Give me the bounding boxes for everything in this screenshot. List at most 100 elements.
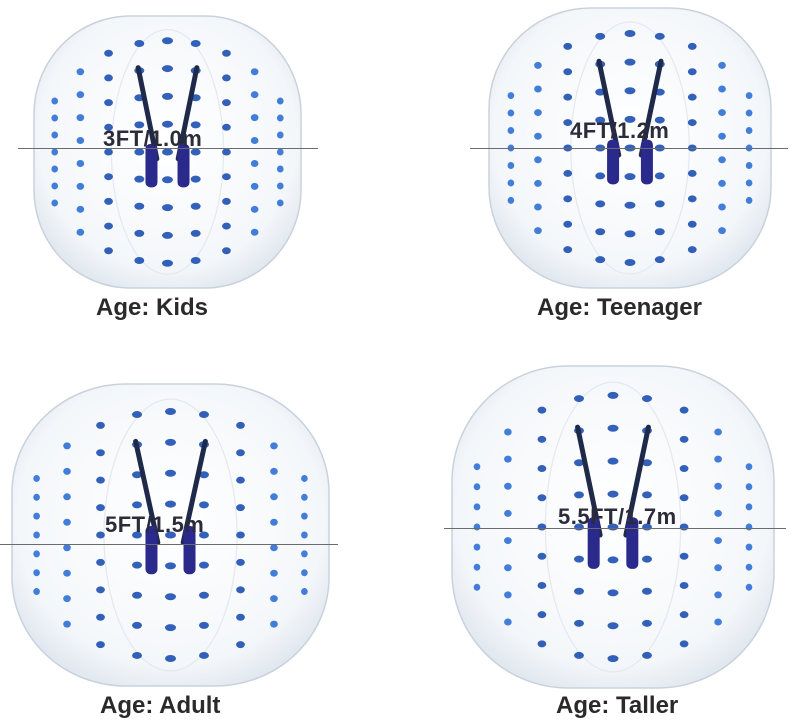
blue-dot (63, 595, 71, 603)
blue-dot (134, 40, 145, 48)
blue-dot (563, 195, 573, 203)
blue-dot (162, 148, 173, 156)
blue-dot (190, 148, 201, 156)
blue-dot (165, 531, 176, 539)
blue-dot (473, 583, 481, 591)
blue-dot (642, 587, 652, 595)
blue-dot (276, 182, 284, 190)
blue-dot (276, 199, 284, 207)
blue-dot (745, 109, 753, 117)
blue-dot (134, 229, 145, 237)
blue-dot (607, 457, 619, 465)
blue-dot (624, 258, 636, 266)
blue-dot (222, 197, 231, 205)
blue-dot (270, 467, 278, 475)
blue-dot (745, 127, 753, 135)
blue-dot (165, 624, 176, 632)
blue-dot (132, 531, 142, 539)
blue-dot (745, 503, 753, 511)
blue-dot (679, 406, 689, 414)
blue-dot (222, 247, 231, 255)
blue-dot (507, 179, 515, 187)
blue-dot (624, 201, 636, 209)
blue-dot (96, 641, 105, 649)
blue-dot (162, 120, 173, 128)
blue-dot (714, 537, 722, 545)
blue-dot (534, 179, 542, 187)
bubble-ball-image (451, 365, 775, 689)
blue-dot (96, 504, 105, 512)
blue-dot (222, 173, 231, 181)
blue-dot (51, 165, 59, 173)
blue-dot (679, 494, 689, 502)
blue-dot (199, 651, 209, 659)
blue-dot (33, 531, 40, 539)
blue-dot (563, 246, 573, 254)
blue-dot (507, 196, 515, 204)
blue-dot (595, 200, 606, 208)
blue-dot (162, 176, 173, 184)
blue-dot (199, 621, 209, 629)
blue-dot (96, 558, 105, 566)
blue-dot (276, 148, 284, 156)
blue-dot (745, 523, 753, 531)
blue-dot (134, 175, 145, 183)
blue-dot (250, 68, 259, 76)
shoulder-strap (180, 438, 208, 546)
blue-dot (679, 640, 689, 648)
blue-dot (654, 32, 665, 40)
blue-dot (76, 159, 85, 167)
blue-dot (96, 476, 105, 484)
blue-dot (504, 428, 512, 436)
blue-dot (537, 494, 547, 502)
blue-dot (132, 651, 142, 659)
blue-dot (134, 202, 145, 210)
blue-dot (714, 618, 722, 626)
blue-dot (574, 555, 584, 563)
blue-dot (687, 68, 697, 76)
blue-dot (162, 65, 173, 73)
blue-dot (190, 175, 201, 183)
blue-dot (654, 228, 665, 236)
blue-dot (104, 173, 113, 181)
diameter-measure-line (0, 544, 338, 545)
blue-dot (236, 476, 245, 484)
blue-dot (718, 132, 726, 140)
blue-dot (250, 114, 259, 122)
blue-dot (745, 161, 753, 169)
blue-dot (534, 156, 542, 164)
blue-dot (718, 227, 726, 235)
blue-dot (63, 442, 71, 450)
blue-dot (162, 37, 173, 45)
blue-dot (301, 474, 308, 482)
shoulder-strap (575, 424, 603, 538)
blue-dot (745, 543, 753, 551)
blue-dot (679, 435, 689, 443)
blue-dot (132, 471, 142, 479)
blue-dot (504, 455, 512, 463)
blue-dot (504, 618, 512, 626)
shoulder-strap (135, 65, 160, 162)
age-caption: Age: Taller (556, 692, 679, 719)
blue-dot (76, 137, 85, 145)
blue-dot (745, 483, 753, 491)
blue-dot (236, 421, 245, 429)
age-caption: Age: Adult (100, 692, 221, 719)
blue-dot (63, 493, 71, 501)
diameter-measure-line (444, 528, 786, 529)
blue-dot (473, 563, 481, 571)
blue-dot (51, 97, 59, 105)
blue-dot (537, 552, 547, 560)
blue-dot (714, 482, 722, 490)
blue-dot (104, 197, 113, 205)
blue-dot (537, 523, 547, 531)
blue-dot (104, 222, 113, 230)
blue-dot (607, 556, 619, 564)
blue-dot (687, 169, 697, 177)
blue-dot (190, 121, 201, 129)
hand-grip (640, 139, 653, 185)
blue-dot (687, 246, 697, 254)
blue-dot (33, 588, 40, 596)
hand-grip (587, 517, 600, 569)
blue-dot (687, 220, 697, 228)
